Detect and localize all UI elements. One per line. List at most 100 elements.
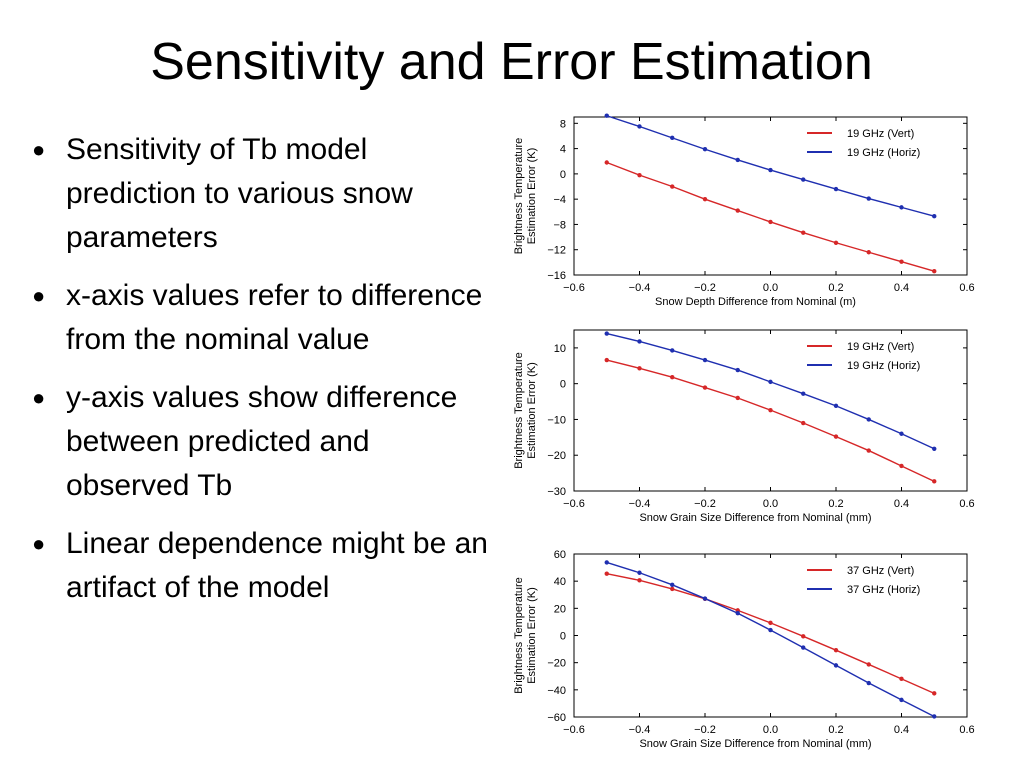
data-point <box>604 560 609 565</box>
data-point <box>768 407 773 413</box>
y-tick-label: 8 <box>560 118 566 130</box>
y-tick-label: 0 <box>560 631 566 643</box>
data-point <box>932 214 937 219</box>
data-point <box>637 172 642 178</box>
data-point <box>637 124 642 129</box>
data-point <box>735 611 740 616</box>
data-point <box>735 367 740 373</box>
data-point <box>637 339 642 344</box>
data-point <box>866 680 871 686</box>
data-point <box>932 479 937 484</box>
data-point <box>670 586 675 592</box>
bullet-text: Linear dependence might be an artifact o… <box>66 527 488 604</box>
y-tick-label: −12 <box>547 245 566 257</box>
y-axis-label: Brightness Temperature <box>513 577 525 694</box>
x-tick-label: −0.2 <box>694 498 716 510</box>
slide-title: Sensitivity and Error Estimation <box>150 33 873 91</box>
data-point <box>801 420 806 426</box>
x-tick-label: 0.2 <box>828 724 843 736</box>
x-tick-label: −0.4 <box>629 282 651 294</box>
y-tick-label: −40 <box>547 685 566 697</box>
data-point <box>866 448 871 453</box>
x-tick-label: −0.2 <box>694 282 716 294</box>
y-tick-label: 40 <box>554 576 566 588</box>
y-tick-label: −10 <box>547 414 566 426</box>
bullet-item: ● Sensitivity of Tb model prediction to … <box>30 128 500 260</box>
y-axis-label: Estimation Error (K) <box>526 362 538 459</box>
data-point <box>768 379 773 385</box>
data-point <box>932 691 937 696</box>
x-tick-label: 0.6 <box>959 498 974 510</box>
bullet-item: ● Linear dependence might be an artifact… <box>30 522 500 610</box>
legend-label: 19 GHz (Vert) <box>847 128 914 140</box>
data-point <box>702 147 708 152</box>
y-axis-label: Estimation Error (K) <box>526 148 538 245</box>
x-axis-label: Snow Grain Size Difference from Nominal … <box>639 512 871 524</box>
data-point <box>670 184 675 189</box>
data-point <box>833 240 839 245</box>
data-point <box>637 578 642 583</box>
x-tick-label: 0.4 <box>894 498 909 510</box>
data-point <box>833 403 839 409</box>
x-tick-label: 0.0 <box>763 724 778 736</box>
y-axis-label: Brightness Temperature <box>513 138 525 255</box>
y-tick-label: 0 <box>560 379 566 391</box>
data-point <box>702 385 708 390</box>
bullet-item: ● x-axis values refer to difference from… <box>30 274 500 362</box>
y-axis-label: Estimation Error (K) <box>526 587 538 684</box>
data-point <box>833 186 839 192</box>
data-point <box>735 395 740 401</box>
data-point <box>735 208 740 213</box>
y-tick-label: 60 <box>554 549 566 561</box>
x-tick-label: −0.4 <box>629 498 651 510</box>
y-tick-label: −8 <box>553 219 566 231</box>
data-point <box>604 160 609 165</box>
x-tick-label: 0.4 <box>894 724 909 736</box>
data-point <box>899 431 904 436</box>
bullet-text: Sensitivity of Tb model prediction to va… <box>66 133 413 254</box>
data-point <box>866 417 871 422</box>
legend-label: 37 GHz (Vert) <box>847 565 914 577</box>
data-point <box>899 697 904 703</box>
data-point <box>735 157 740 163</box>
data-point <box>637 570 642 575</box>
data-point <box>604 357 609 363</box>
y-tick-label: −4 <box>553 194 566 206</box>
bullet-dot-icon: ● <box>32 531 46 556</box>
data-point <box>833 434 839 439</box>
bullet-text: y-axis values show difference between pr… <box>66 381 458 502</box>
x-tick-label: 0.6 <box>959 282 974 294</box>
data-point <box>833 663 839 668</box>
data-point <box>801 230 806 235</box>
data-point <box>702 357 708 363</box>
x-tick-label: −0.6 <box>563 724 585 736</box>
legend-label: 19 GHz (Horiz) <box>847 147 920 159</box>
legend-label: 37 GHz (Horiz) <box>847 584 920 596</box>
x-tick-label: −0.4 <box>629 724 651 736</box>
y-tick-label: −30 <box>547 486 566 498</box>
x-tick-label: 0.2 <box>828 498 843 510</box>
bullet-dot-icon: ● <box>32 283 46 308</box>
data-point <box>932 446 937 451</box>
bullet-text: x-axis values refer to difference from t… <box>66 279 483 356</box>
data-point <box>637 366 642 371</box>
x-tick-label: −0.6 <box>563 282 585 294</box>
x-tick-label: 0.2 <box>828 282 843 294</box>
y-tick-label: 10 <box>554 343 566 355</box>
bullet-dot-icon: ● <box>32 137 46 162</box>
legend-label: 19 GHz (Vert) <box>847 341 914 353</box>
y-tick-label: 20 <box>554 603 566 615</box>
data-point <box>670 135 675 141</box>
data-point <box>768 620 773 626</box>
data-point <box>702 196 708 202</box>
data-point <box>801 634 806 639</box>
data-point <box>801 645 806 650</box>
data-point <box>768 627 773 633</box>
bullet-dot-icon: ● <box>32 385 46 410</box>
data-point <box>670 375 675 380</box>
data-point <box>702 596 708 601</box>
x-tick-label: 0.4 <box>894 282 909 294</box>
data-point <box>899 259 904 264</box>
